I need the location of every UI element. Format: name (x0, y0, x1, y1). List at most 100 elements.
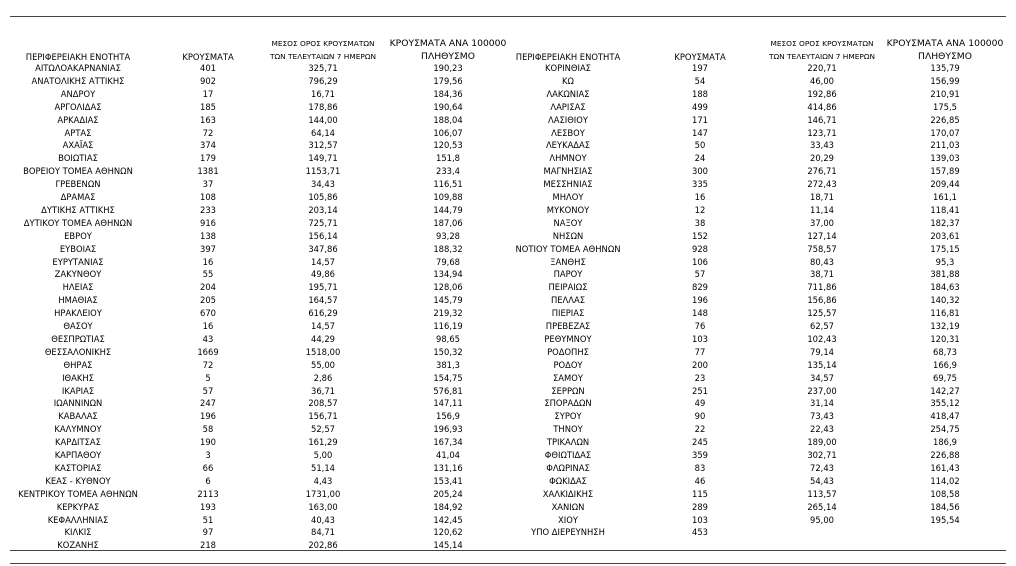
cell-value: 4,43 (313, 475, 333, 486)
cell-value: 6 (205, 475, 211, 486)
cell-value: 161,1 (933, 192, 957, 202)
region-name: ΡΟΔΟΠΗΣ (547, 346, 589, 357)
cell-value: 192,86 (807, 88, 837, 99)
cell-value: 132,19 (930, 321, 960, 331)
cell-value: 44,29 (311, 333, 335, 344)
cell-value: 73,43 (810, 411, 834, 422)
region-name: ΒΟΡΕΙΟΥ ΤΟΜΕΑ ΑΘΗΝΩΝ (23, 166, 133, 177)
cell-value: 106,07 (433, 127, 463, 138)
region-name: ΔΥΤΙΚΟΥ ΤΟΜΕΑ ΑΘΗΝΩΝ (23, 217, 133, 228)
cell-value: 254,75 (930, 424, 960, 435)
cell-value: 211,03 (930, 140, 960, 151)
cell-value: 725,71 (308, 217, 338, 228)
cell-value: 209,44 (930, 179, 960, 190)
region-name: ΑΙΤΩΛΟΑΚΑΡΝΑΝΙΑΣ (35, 63, 121, 73)
cell-value: 24 (694, 153, 706, 164)
cell-value: 189,00 (807, 437, 837, 448)
cell-value: 161,29 (308, 437, 338, 448)
region-name: ΥΠΟ ΔΙΕΡΕΥΝΗΣΗ (531, 527, 605, 538)
cell-value: 118,41 (930, 204, 960, 215)
cell-value: 54,43 (810, 475, 834, 486)
cell-value: 34,43 (311, 179, 335, 190)
region-name: ΛΑΣΙΘΙΟΥ (548, 114, 588, 125)
cell-value: 93,28 (436, 230, 460, 241)
cell-value: 16 (202, 321, 214, 331)
cell-value: 233,4 (436, 166, 460, 177)
cell-value: 170,07 (930, 127, 960, 138)
cell-value: 144,00 (308, 114, 338, 125)
region-name: ΚΑΛΥΜΝΟΥ (54, 424, 102, 435)
cell-value: 576,81 (433, 385, 463, 396)
cell-value: 184,56 (930, 501, 960, 512)
cell-value: 711,86 (807, 282, 837, 293)
cell-value: 187,06 (433, 217, 463, 228)
cell-value: 115 (692, 488, 708, 499)
cell-value: 80,43 (810, 256, 834, 267)
cell-value: 116,19 (433, 321, 463, 331)
cell-value: 150,32 (433, 346, 463, 357)
region-name: ΜΕΣΣΗΝΙΑΣ (543, 179, 593, 190)
region-name: ΕΥΡΥΤΑΝΙΑΣ (52, 256, 104, 267)
region-name: ΘΕΣΣΑΛΟΝΙΚΗΣ (44, 346, 112, 357)
cell-value: 120,62 (433, 527, 463, 538)
cell-value: 106 (692, 256, 708, 267)
cell-value: 52,57 (311, 424, 335, 435)
cell-value: 190,64 (433, 101, 463, 112)
cell-value: 103 (692, 333, 708, 344)
cell-value: 208,57 (308, 398, 338, 409)
cell-value: 135,14 (807, 359, 837, 370)
column-header: ΚΡΟΥΣΜΑΤΑ (182, 52, 234, 62)
region-name: ΚΑΣΤΟΡΙΑΣ (54, 462, 102, 473)
region-name: ΚΕΦΑΛΛΗΝΙΑΣ (47, 514, 109, 525)
region-name: ΣΕΡΡΩΝ (551, 385, 585, 396)
region-name: ΙΚΑΡΙΑΣ (61, 385, 95, 396)
cell-value: 758,57 (807, 243, 837, 254)
cell-value: 14,57 (311, 321, 335, 331)
cell-value: 55 (202, 269, 214, 280)
region-name: ΕΒΡΟΥ (64, 230, 92, 241)
cell-value: 233 (200, 204, 216, 215)
cell-value: 46,00 (810, 75, 834, 86)
region-name: ΚΙΛΚΙΣ (64, 527, 92, 538)
cell-value: 147 (692, 127, 708, 138)
cell-value: 184,63 (930, 282, 960, 293)
cell-value: 1518,00 (305, 346, 341, 357)
cell-value: 251 (692, 385, 708, 396)
cell-value: 154,75 (433, 372, 463, 383)
cell-value: 12 (694, 204, 706, 215)
cell-value: 127,14 (807, 230, 837, 241)
region-name: ΙΩΑΝΝΙΝΩΝ (53, 398, 103, 409)
cell-value: 197 (692, 63, 708, 73)
cell-value: 40,43 (311, 514, 335, 525)
cell-value: 152 (692, 230, 708, 241)
column-header: ΤΩΝ ΤΕΛΕΥΤΑΙΩΝ 7 ΗΜΕΡΩΝ (768, 52, 876, 61)
cell-value: 205 (200, 295, 216, 306)
region-name: ΠΕΛΛΑΣ (550, 295, 586, 306)
cell-value: 113,57 (807, 488, 837, 499)
cell-value: 2,86 (313, 372, 333, 383)
cell-value: 916 (200, 217, 216, 228)
cell-value: 20,29 (810, 153, 834, 164)
cell-value: 355,12 (930, 398, 960, 409)
cell-value: 188,04 (433, 114, 463, 125)
region-name: ΠΙΕΡΙΑΣ (551, 308, 585, 319)
cell-value: 51,14 (311, 462, 335, 473)
cell-value: 196,93 (433, 424, 463, 435)
cell-value: 120,53 (433, 140, 463, 151)
cell-value: 185 (200, 101, 216, 112)
column-header: ΚΡΟΥΣΜΑΤΑ ΑΝΑ 100000 (886, 38, 1004, 49)
cell-value: 55,00 (311, 359, 335, 370)
region-name: ΚΟΖΑΝΗΣ (57, 540, 99, 551)
cell-value: 219,32 (433, 308, 463, 319)
cell-value: 196 (200, 411, 216, 422)
region-name: ΑΝΑΤΟΛΙΚΗΣ ΑΤΤΙΚΗΣ (31, 75, 125, 86)
region-name: ΛΗΜΝΟΥ (549, 153, 587, 164)
cell-value: 79,14 (810, 346, 834, 357)
cell-value: 289 (692, 501, 708, 512)
region-name: ΦΛΩΡΙΝΑΣ (546, 462, 590, 473)
cell-value: 16 (202, 256, 214, 267)
cell-value: 414,86 (807, 101, 837, 112)
cell-value: 190 (200, 437, 216, 448)
cell-value: 374 (200, 140, 216, 151)
